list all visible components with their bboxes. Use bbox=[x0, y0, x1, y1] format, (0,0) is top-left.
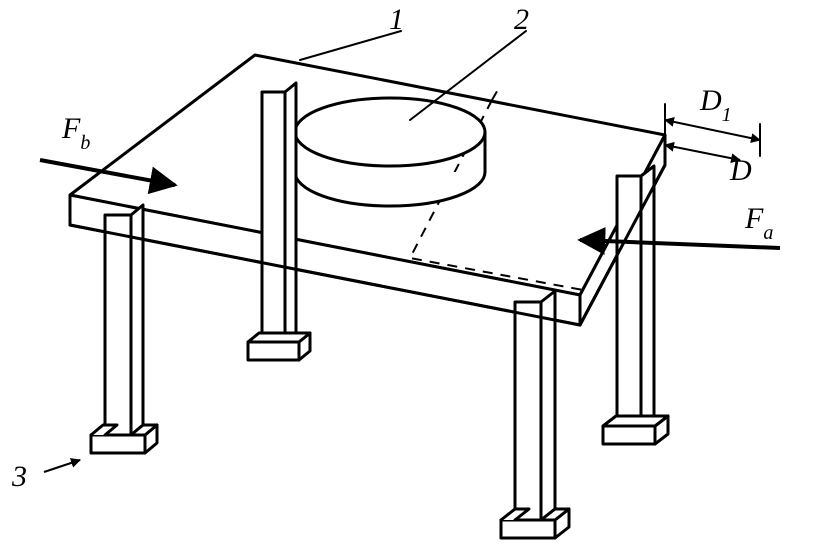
label-dimension-d1: D1 bbox=[699, 84, 732, 126]
label-force-fb: Fb bbox=[61, 112, 90, 154]
label-part-3: 3 bbox=[11, 460, 27, 493]
label-part-2: 2 bbox=[514, 3, 529, 36]
label-part-1: 1 bbox=[389, 3, 404, 36]
diagram-canvas: 1 2 3 Fb Fa D D1 bbox=[0, 0, 821, 545]
label-force-fa: Fa bbox=[744, 202, 773, 244]
label-dimension-d: D bbox=[729, 154, 752, 187]
